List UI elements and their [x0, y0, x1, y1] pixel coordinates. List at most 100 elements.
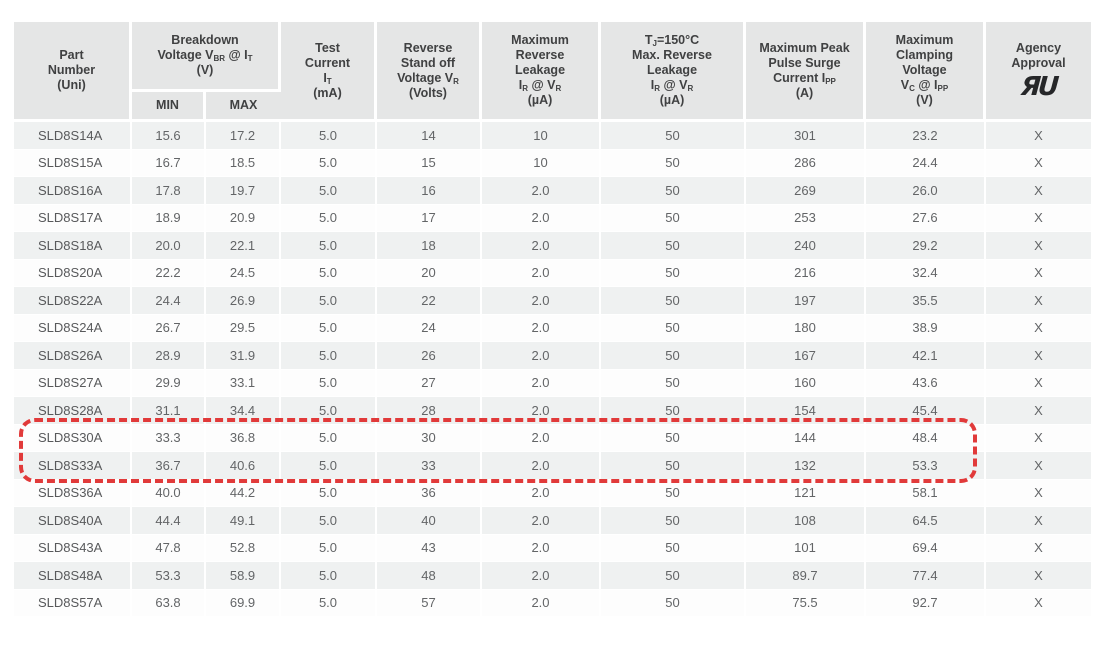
min-cell: 26.7	[132, 314, 206, 342]
max-clamping-voltage-cell: 48.4	[866, 424, 986, 452]
min-cell: 29.9	[132, 369, 206, 397]
part-cell: SLD8S16A	[14, 177, 132, 205]
standoff-voltage-cell: 14	[377, 122, 482, 150]
max-cell: 17.2	[206, 122, 281, 150]
standoff-voltage-cell: 18	[377, 232, 482, 260]
test-current-cell: 5.0	[281, 177, 377, 205]
agency-approval-cell: X	[986, 479, 1091, 507]
min-cell: 40.0	[132, 479, 206, 507]
tj-max-reverse-leakage-cell: 50	[601, 589, 746, 617]
max-cell: 36.8	[206, 424, 281, 452]
table-row: SLD8S18A 20.0 22.1 5.0 18 2.0 50 240 29.2 X	[14, 232, 1091, 260]
peak-pulse-surge-cell: 75.5	[746, 589, 866, 617]
col-header-peak-pulse-surge: Maximum Peak Pulse Surge Current IPP (A)	[746, 22, 866, 122]
standoff-voltage-cell: 33	[377, 452, 482, 480]
table-row: SLD8S30A 33.3 36.8 5.0 30 2.0 50 144 48.4 X	[14, 424, 1091, 452]
max-reverse-leakage-cell: 2.0	[482, 562, 601, 590]
col-header-agency-approval: Agency Approval ЯU	[986, 22, 1091, 122]
min-cell: 18.9	[132, 204, 206, 232]
part-cell: SLD8S27A	[14, 369, 132, 397]
part-cell: SLD8S30A	[14, 424, 132, 452]
tj-max-reverse-leakage-cell: 50	[601, 287, 746, 315]
max-cell: 20.9	[206, 204, 281, 232]
max-reverse-leakage-cell: 2.0	[482, 232, 601, 260]
part-cell: SLD8S14A	[14, 122, 132, 150]
standoff-voltage-cell: 17	[377, 204, 482, 232]
max-cell: 18.5	[206, 149, 281, 177]
test-current-cell: 5.0	[281, 287, 377, 315]
tj-max-reverse-leakage-cell: 50	[601, 177, 746, 205]
agency-approval-cell: X	[986, 534, 1091, 562]
max-cell: 58.9	[206, 562, 281, 590]
tj-max-reverse-leakage-cell: 50	[601, 369, 746, 397]
min-cell: 20.0	[132, 232, 206, 260]
table-row: SLD8S16A 17.8 19.7 5.0 16 2.0 50 269 26.0 X	[14, 177, 1091, 205]
max-cell: 49.1	[206, 507, 281, 535]
max-cell: 19.7	[206, 177, 281, 205]
test-current-cell: 5.0	[281, 479, 377, 507]
test-current-cell: 5.0	[281, 397, 377, 425]
test-current-cell: 5.0	[281, 507, 377, 535]
test-current-cell: 5.0	[281, 149, 377, 177]
col-header-standoff-voltage: Reverse Stand off Voltage VR (Volts)	[377, 22, 482, 122]
spec-table: Part Number (Uni) Breakdown Voltage VBR @ I…	[14, 22, 1091, 617]
tj-max-reverse-leakage-cell: 50	[601, 204, 746, 232]
min-cell: 24.4	[132, 287, 206, 315]
peak-pulse-surge-cell: 180	[746, 314, 866, 342]
min-cell: 44.4	[132, 507, 206, 535]
peak-pulse-surge-cell: 253	[746, 204, 866, 232]
agency-approval-cell: X	[986, 259, 1091, 287]
standoff-voltage-cell: 48	[377, 562, 482, 590]
tj-max-reverse-leakage-cell: 50	[601, 259, 746, 287]
max-clamping-voltage-cell: 58.1	[866, 479, 986, 507]
test-current-cell: 5.0	[281, 342, 377, 370]
table-row: SLD8S17A 18.9 20.9 5.0 17 2.0 50 253 27.6 X	[14, 204, 1091, 232]
agency-approval-cell: X	[986, 424, 1091, 452]
agency-approval-cell: X	[986, 314, 1091, 342]
tj-max-reverse-leakage-cell: 50	[601, 452, 746, 480]
table-row: SLD8S48A 53.3 58.9 5.0 48 2.0 50 89.7 77.4 X	[14, 562, 1091, 590]
agency-approval-cell: X	[986, 287, 1091, 315]
tj-max-reverse-leakage-cell: 50	[601, 479, 746, 507]
col-header-tj-max-reverse-leakage: TJ=150°C Max. Reverse Leakage IR @ VR (µA)	[601, 22, 746, 122]
table-row: SLD8S40A 44.4 49.1 5.0 40 2.0 50 108 64.5 X	[14, 507, 1091, 535]
standoff-voltage-cell: 43	[377, 534, 482, 562]
min-cell: 31.1	[132, 397, 206, 425]
max-cell: 52.8	[206, 534, 281, 562]
test-current-cell: 5.0	[281, 562, 377, 590]
max-reverse-leakage-cell: 2.0	[482, 452, 601, 480]
max-clamping-voltage-cell: 42.1	[866, 342, 986, 370]
tj-max-reverse-leakage-cell: 50	[601, 314, 746, 342]
test-current-cell: 5.0	[281, 534, 377, 562]
max-cell: 44.2	[206, 479, 281, 507]
agency-approval-cell: X	[986, 122, 1091, 150]
test-current-cell: 5.0	[281, 424, 377, 452]
standoff-voltage-cell: 40	[377, 507, 482, 535]
max-cell: 22.1	[206, 232, 281, 260]
max-clamping-voltage-cell: 35.5	[866, 287, 986, 315]
col-header-min: MIN	[132, 92, 206, 122]
max-reverse-leakage-cell: 2.0	[482, 177, 601, 205]
peak-pulse-surge-cell: 301	[746, 122, 866, 150]
standoff-voltage-cell: 28	[377, 397, 482, 425]
agency-approval-cell: X	[986, 342, 1091, 370]
peak-pulse-surge-cell: 108	[746, 507, 866, 535]
part-cell: SLD8S57A	[14, 589, 132, 617]
max-reverse-leakage-cell: 2.0	[482, 204, 601, 232]
table-row: SLD8S24A 26.7 29.5 5.0 24 2.0 50 180 38.9 X	[14, 314, 1091, 342]
max-reverse-leakage-cell: 2.0	[482, 314, 601, 342]
peak-pulse-surge-cell: 286	[746, 149, 866, 177]
max-clamping-voltage-cell: 27.6	[866, 204, 986, 232]
part-cell: SLD8S24A	[14, 314, 132, 342]
max-cell: 34.4	[206, 397, 281, 425]
standoff-voltage-cell: 27	[377, 369, 482, 397]
min-cell: 33.3	[132, 424, 206, 452]
standoff-voltage-cell: 24	[377, 314, 482, 342]
table-row: SLD8S14A 15.6 17.2 5.0 14 10 50 301 23.2 X	[14, 122, 1091, 150]
max-reverse-leakage-cell: 2.0	[482, 342, 601, 370]
max-cell: 26.9	[206, 287, 281, 315]
peak-pulse-surge-cell: 269	[746, 177, 866, 205]
part-cell: SLD8S28A	[14, 397, 132, 425]
max-reverse-leakage-cell: 10	[482, 122, 601, 150]
standoff-voltage-cell: 26	[377, 342, 482, 370]
